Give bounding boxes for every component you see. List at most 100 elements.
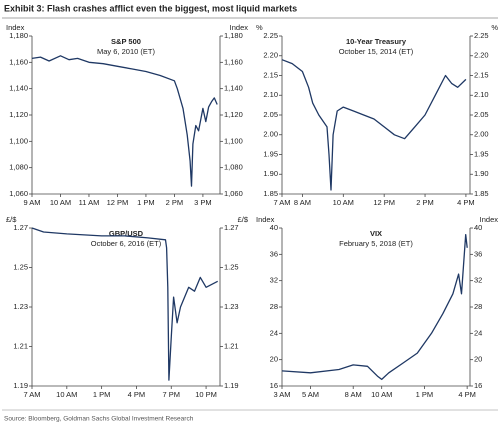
y2-tick-label: 1.85: [474, 189, 489, 198]
y-tick-label: 1,080: [9, 163, 28, 172]
y-tick-label: 1.25: [13, 262, 28, 271]
y-axis-label: Index: [256, 215, 275, 224]
x-tick-label: 10 AM: [50, 198, 71, 207]
x-tick-label: 1 PM: [93, 390, 111, 399]
chart-subtitle: May 6, 2010 (ET): [97, 47, 155, 56]
chart-title: S&P 500: [111, 37, 141, 46]
y-tick-label: 2.15: [263, 70, 278, 79]
x-tick-label: 4 PM: [128, 390, 146, 399]
y2-tick-label: 1.95: [474, 149, 489, 158]
x-tick-label: 1 PM: [416, 390, 434, 399]
y-tick-label: 1.23: [13, 302, 28, 311]
y-tick-label: 24: [270, 328, 278, 337]
y-tick-label: 32: [270, 276, 278, 285]
y-tick-label: 1.27: [13, 223, 28, 232]
y2-axis-label: Index: [480, 215, 499, 224]
y2-tick-label: 2.15: [474, 70, 489, 79]
y-tick-label: 2.00: [263, 130, 278, 139]
y2-tick-label: 1.23: [224, 302, 239, 311]
y-tick-label: 20: [270, 355, 278, 364]
y-tick-label: 2.20: [263, 51, 278, 60]
x-tick-label: 1 PM: [137, 198, 155, 207]
y2-tick-label: 20: [474, 355, 482, 364]
y-tick-label: 36: [270, 249, 278, 258]
y2-tick-label: 1,140: [224, 84, 243, 93]
y2-tick-label: 1,060: [224, 189, 243, 198]
x-tick-label: 4 PM: [457, 198, 475, 207]
x-tick-label: 7 AM: [273, 198, 290, 207]
y2-tick-label: 32: [474, 276, 482, 285]
x-tick-label: 12 PM: [373, 198, 395, 207]
price-line: [281, 59, 467, 191]
y-tick-label: 2.10: [263, 90, 278, 99]
y2-tick-label: 1,160: [224, 57, 243, 66]
source-note: Source: Bloomberg, Goldman Sachs Global …: [4, 416, 194, 423]
y-tick-label: 2.05: [263, 110, 278, 119]
y2-tick-label: 24: [474, 328, 482, 337]
x-tick-label: 2 PM: [416, 198, 434, 207]
x-tick-label: 5 AM: [302, 390, 319, 399]
chart-subtitle: February 5, 2018 (ET): [339, 239, 413, 248]
y2-tick-label: 1.27: [224, 223, 239, 232]
y-tick-label: 1.19: [13, 381, 28, 390]
y-axis-label: £/$: [6, 215, 17, 224]
y2-tick-label: 2.05: [474, 110, 489, 119]
price-line: [31, 227, 218, 381]
y-tick-label: 1.85: [263, 189, 278, 198]
y2-tick-label: 1.21: [224, 341, 239, 350]
y-tick-label: 1,180: [9, 31, 28, 40]
y2-tick-label: 1.90: [474, 169, 489, 178]
y2-tick-label: 28: [474, 302, 482, 311]
y2-tick-label: 1,100: [224, 136, 243, 145]
y-tick-label: 1,120: [9, 110, 28, 119]
y2-tick-label: 36: [474, 249, 482, 258]
y2-tick-label: 1.25: [224, 262, 239, 271]
y2-tick-label: 2.25: [474, 31, 489, 40]
chart-title: VIX: [370, 229, 382, 238]
figure-title: Exhibit 3: Flash crashes afflict even th…: [4, 3, 297, 13]
y-tick-label: 1.95: [263, 149, 278, 158]
y-tick-label: 1,140: [9, 84, 28, 93]
y2-tick-label: 1,180: [224, 31, 243, 40]
x-tick-label: 7 PM: [163, 390, 181, 399]
y2-tick-label: 40: [474, 223, 482, 232]
x-tick-label: 8 AM: [345, 390, 362, 399]
chart-subtitle: October 15, 2014 (ET): [339, 47, 414, 56]
x-tick-label: 7 AM: [23, 390, 40, 399]
y-axis-label: %: [256, 23, 263, 32]
y-tick-label: 2.25: [263, 31, 278, 40]
price-line: [281, 233, 468, 381]
y-tick-label: 28: [270, 302, 278, 311]
x-tick-label: 11 AM: [79, 198, 100, 207]
price-line: [31, 55, 218, 187]
x-tick-label: 3 AM: [273, 390, 290, 399]
y-tick-label: 1.90: [263, 169, 278, 178]
x-tick-label: 4 PM: [458, 390, 476, 399]
y-tick-label: 1,060: [9, 189, 28, 198]
y2-tick-label: 2.00: [474, 130, 489, 139]
y-axis-label: Index: [6, 23, 25, 32]
x-tick-label: 10 AM: [333, 198, 354, 207]
x-tick-label: 3 PM: [194, 198, 212, 207]
x-tick-label: 10 PM: [195, 390, 217, 399]
y2-axis-label: Index: [230, 23, 249, 32]
y2-tick-label: 2.20: [474, 51, 489, 60]
y-tick-label: 1,160: [9, 57, 28, 66]
y2-tick-label: 2.10: [474, 90, 489, 99]
x-tick-label: 2 PM: [166, 198, 184, 207]
y-tick-label: 40: [270, 223, 278, 232]
y2-tick-label: 16: [474, 381, 482, 390]
x-tick-label: 9 AM: [23, 198, 40, 207]
x-tick-label: 10 AM: [371, 390, 392, 399]
chart-subtitle: October 6, 2016 (ET): [91, 239, 162, 248]
y2-axis-label: %: [491, 23, 498, 32]
y-tick-label: 1.21: [13, 341, 28, 350]
chart-title: 10-Year Treasury: [346, 37, 407, 46]
x-tick-label: 10 AM: [56, 390, 77, 399]
y-tick-label: 16: [270, 381, 278, 390]
x-tick-label: 8 AM: [294, 198, 311, 207]
y2-tick-label: 1.19: [224, 381, 239, 390]
chart-title: GBP/USD: [109, 229, 144, 238]
